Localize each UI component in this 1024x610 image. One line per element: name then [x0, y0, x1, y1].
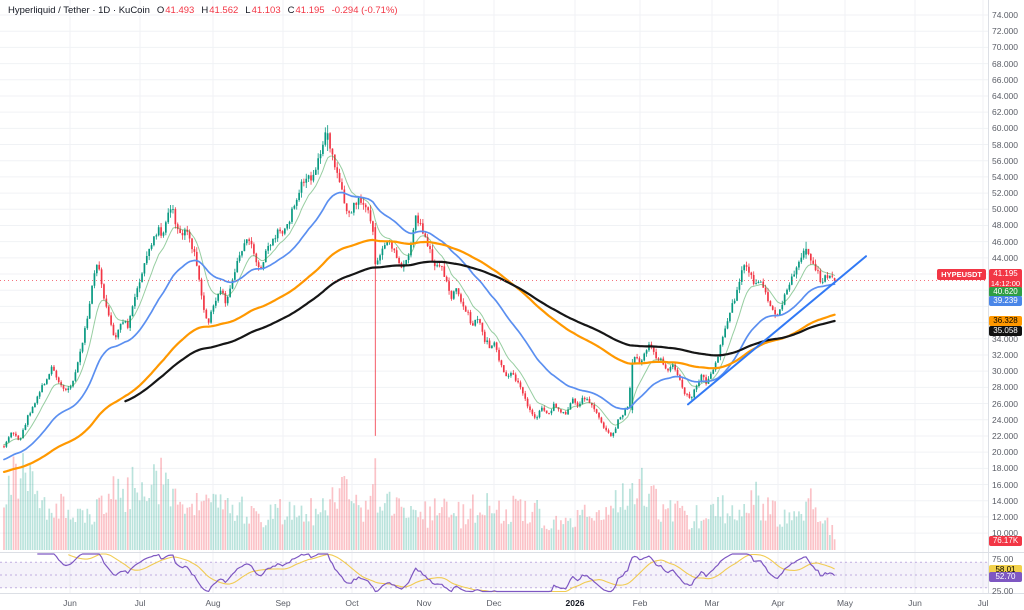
price-tick-32.000: 32.000 [992, 349, 1018, 360]
time-tick-Nov: Nov [416, 598, 432, 608]
price-tick-12.000: 12.000 [992, 511, 1018, 522]
time-tick-Mar: Mar [704, 598, 720, 608]
time-tick-Dec: Dec [486, 598, 502, 608]
ma-fast-tag: 40.620 [989, 287, 1022, 297]
ma-mid-tag: 39.239 [989, 296, 1022, 306]
legend-change: -0.294 (-0.71%) [331, 5, 398, 16]
price-tick-74.000: 74.000 [992, 10, 1018, 20]
price-tick-48.000: 48.000 [992, 220, 1018, 231]
time-tick-Jun: Jun [908, 598, 922, 608]
legend-close-label: C [287, 5, 295, 16]
volume-bars [3, 453, 836, 550]
price-tick-28.000: 28.000 [992, 382, 1018, 393]
price-tick-52.000: 52.000 [992, 188, 1018, 199]
price-tick-34.000: 34.000 [992, 333, 1018, 344]
rsi-line [37, 553, 835, 593]
trendline [687, 255, 867, 406]
rsi-tick-75.00: 75.00 [992, 554, 1014, 564]
volume-tag: 76.17K [989, 536, 1022, 546]
time-tick-Oct: Oct [345, 598, 359, 608]
price-tick-50.000: 50.000 [992, 204, 1018, 215]
rsi-ma-tag: 58.01 [989, 565, 1022, 575]
rsi-tick-25.00: 25.00 [992, 586, 1014, 596]
price-tick-70.000: 70.000 [992, 42, 1018, 53]
ma-fast-line [3, 155, 836, 445]
price-tick-64.000: 64.000 [992, 90, 1018, 101]
time-tick-Jun: Jun [63, 598, 77, 608]
symbol-title[interactable]: Hyperliquid / Tether · 1D · KuCoin [8, 5, 150, 16]
price-tick-16.000: 16.000 [992, 479, 1018, 490]
overlays [0, 155, 988, 473]
symbol-tag: HYPEUSDT [937, 268, 986, 280]
ma-long-line [124, 260, 836, 403]
price-tick-30.000: 30.000 [992, 366, 1018, 377]
ma-mid-line [3, 191, 836, 461]
last-price: 41.195 14:12:00 [989, 269, 1022, 289]
price-tick-24.000: 24.000 [992, 414, 1018, 425]
price-tick-62.000: 62.000 [992, 107, 1018, 118]
price-tick-46.000: 46.000 [992, 236, 1018, 247]
price-tick-60.000: 60.000 [992, 123, 1018, 134]
rsi-tag: 52.70 [989, 572, 1022, 582]
legend-high-value: 41.562 [209, 5, 239, 16]
time-tick-May: May [836, 598, 854, 608]
time-tick-Apr: Apr [771, 598, 785, 608]
price-tick-54.000: 54.000 [992, 171, 1018, 182]
price-tick-18.000: 18.000 [992, 463, 1018, 474]
price-tick-26.000: 26.000 [992, 398, 1018, 409]
time-tick-Jul: Jul [977, 598, 989, 608]
gridlines [0, 0, 988, 594]
time-tick-Sep: Sep [275, 598, 291, 608]
legend-high-label: H [201, 5, 209, 16]
price-tick-22.000: 22.000 [992, 430, 1018, 441]
price-tick-68.000: 68.000 [992, 58, 1018, 69]
rsi-pane [0, 553, 988, 593]
price-tick-72.000: 72.000 [992, 26, 1018, 37]
legend-low-label: L [245, 5, 251, 16]
legend-open-value: 41.493 [165, 5, 195, 16]
time-tick-Jul: Jul [134, 598, 146, 608]
price-tick-14.000: 14.000 [992, 495, 1018, 506]
ma-long-tag: 35.058 [989, 326, 1022, 336]
price-tick-66.000: 66.000 [992, 74, 1018, 85]
legend-open-label: O [156, 5, 165, 16]
time-tick-Feb: Feb [632, 598, 648, 608]
legend-close-value: 41.195 [295, 5, 325, 16]
rsi-ma-line [68, 553, 835, 593]
legend-low-value: 41.103 [251, 5, 281, 16]
price-tick-20.000: 20.000 [992, 447, 1018, 458]
price-tick-10.000: 10.000 [992, 528, 1018, 539]
ma-slow-line [2, 238, 836, 473]
price-tick-44.000: 44.000 [992, 252, 1018, 263]
price-tick-58.000: 58.000 [992, 139, 1018, 150]
symbol-legend: Hyperliquid / Tether · 1D · KuCoin O41.49… [8, 5, 398, 16]
time-tick-Aug: Aug [205, 598, 221, 608]
price-tick-56.000: 56.000 [992, 155, 1018, 166]
volume-up-bars [5, 453, 831, 550]
last-price-countdown: 14:12:00 [990, 279, 1021, 288]
pane-borders [0, 0, 1024, 594]
ma-slow-tag: 36.328 [989, 316, 1022, 326]
time-tick-2026: 2026 [565, 598, 585, 608]
